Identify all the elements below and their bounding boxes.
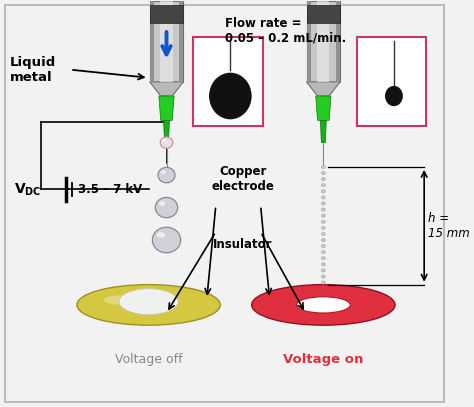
Ellipse shape — [321, 184, 325, 187]
Bar — [164, 0, 170, 1]
Ellipse shape — [321, 275, 325, 278]
Polygon shape — [150, 82, 183, 96]
Ellipse shape — [321, 269, 325, 272]
Ellipse shape — [209, 73, 252, 119]
Ellipse shape — [321, 165, 325, 168]
Ellipse shape — [385, 86, 403, 106]
Bar — [307, 1, 340, 82]
Text: Flow rate =
0.05 – 0.2 mL/min.: Flow rate = 0.05 – 0.2 mL/min. — [225, 17, 346, 45]
Ellipse shape — [321, 196, 325, 199]
Ellipse shape — [159, 201, 165, 206]
Ellipse shape — [321, 251, 325, 254]
Polygon shape — [159, 96, 174, 120]
Bar — [150, 5, 183, 23]
Text: Copper
electrode: Copper electrode — [211, 165, 274, 193]
Text: 3.5 – 7 kV: 3.5 – 7 kV — [78, 183, 143, 196]
Polygon shape — [320, 120, 326, 143]
Ellipse shape — [321, 202, 325, 205]
Bar — [179, 1, 183, 82]
Ellipse shape — [158, 167, 175, 183]
Text: Voltage on: Voltage on — [283, 353, 364, 366]
Bar — [307, 5, 340, 23]
Ellipse shape — [77, 284, 220, 325]
Ellipse shape — [321, 220, 325, 223]
Ellipse shape — [321, 190, 325, 193]
Ellipse shape — [321, 214, 325, 217]
Bar — [336, 1, 340, 82]
Ellipse shape — [155, 197, 178, 218]
Ellipse shape — [162, 139, 166, 142]
Bar — [161, 1, 173, 82]
Text: Insulator: Insulator — [213, 238, 273, 251]
Polygon shape — [307, 82, 340, 96]
Bar — [320, 0, 327, 1]
Ellipse shape — [119, 289, 178, 315]
Ellipse shape — [252, 284, 395, 325]
Bar — [193, 37, 263, 127]
Ellipse shape — [296, 297, 350, 313]
Text: h =
15 mm: h = 15 mm — [428, 212, 470, 240]
Text: Voltage off: Voltage off — [115, 353, 182, 366]
Text: Liquid
metal: Liquid metal — [9, 56, 56, 84]
Ellipse shape — [321, 263, 325, 266]
Ellipse shape — [122, 297, 175, 313]
Bar — [150, 1, 154, 82]
Ellipse shape — [156, 232, 165, 238]
Ellipse shape — [152, 227, 181, 253]
Ellipse shape — [104, 295, 148, 305]
Polygon shape — [316, 96, 331, 120]
Ellipse shape — [321, 239, 325, 242]
Ellipse shape — [321, 281, 325, 284]
Ellipse shape — [321, 226, 325, 230]
Polygon shape — [164, 120, 169, 143]
Bar — [317, 1, 329, 82]
Bar — [357, 37, 427, 127]
Bar — [150, 1, 183, 82]
Ellipse shape — [321, 257, 325, 260]
Ellipse shape — [321, 177, 325, 181]
Text: $\mathbf{V_{DC}}$: $\mathbf{V_{DC}}$ — [14, 181, 42, 197]
Ellipse shape — [321, 232, 325, 236]
Ellipse shape — [161, 170, 165, 174]
Ellipse shape — [160, 137, 173, 148]
Bar — [307, 1, 310, 82]
Ellipse shape — [321, 171, 325, 175]
Ellipse shape — [321, 208, 325, 211]
Ellipse shape — [321, 245, 325, 248]
